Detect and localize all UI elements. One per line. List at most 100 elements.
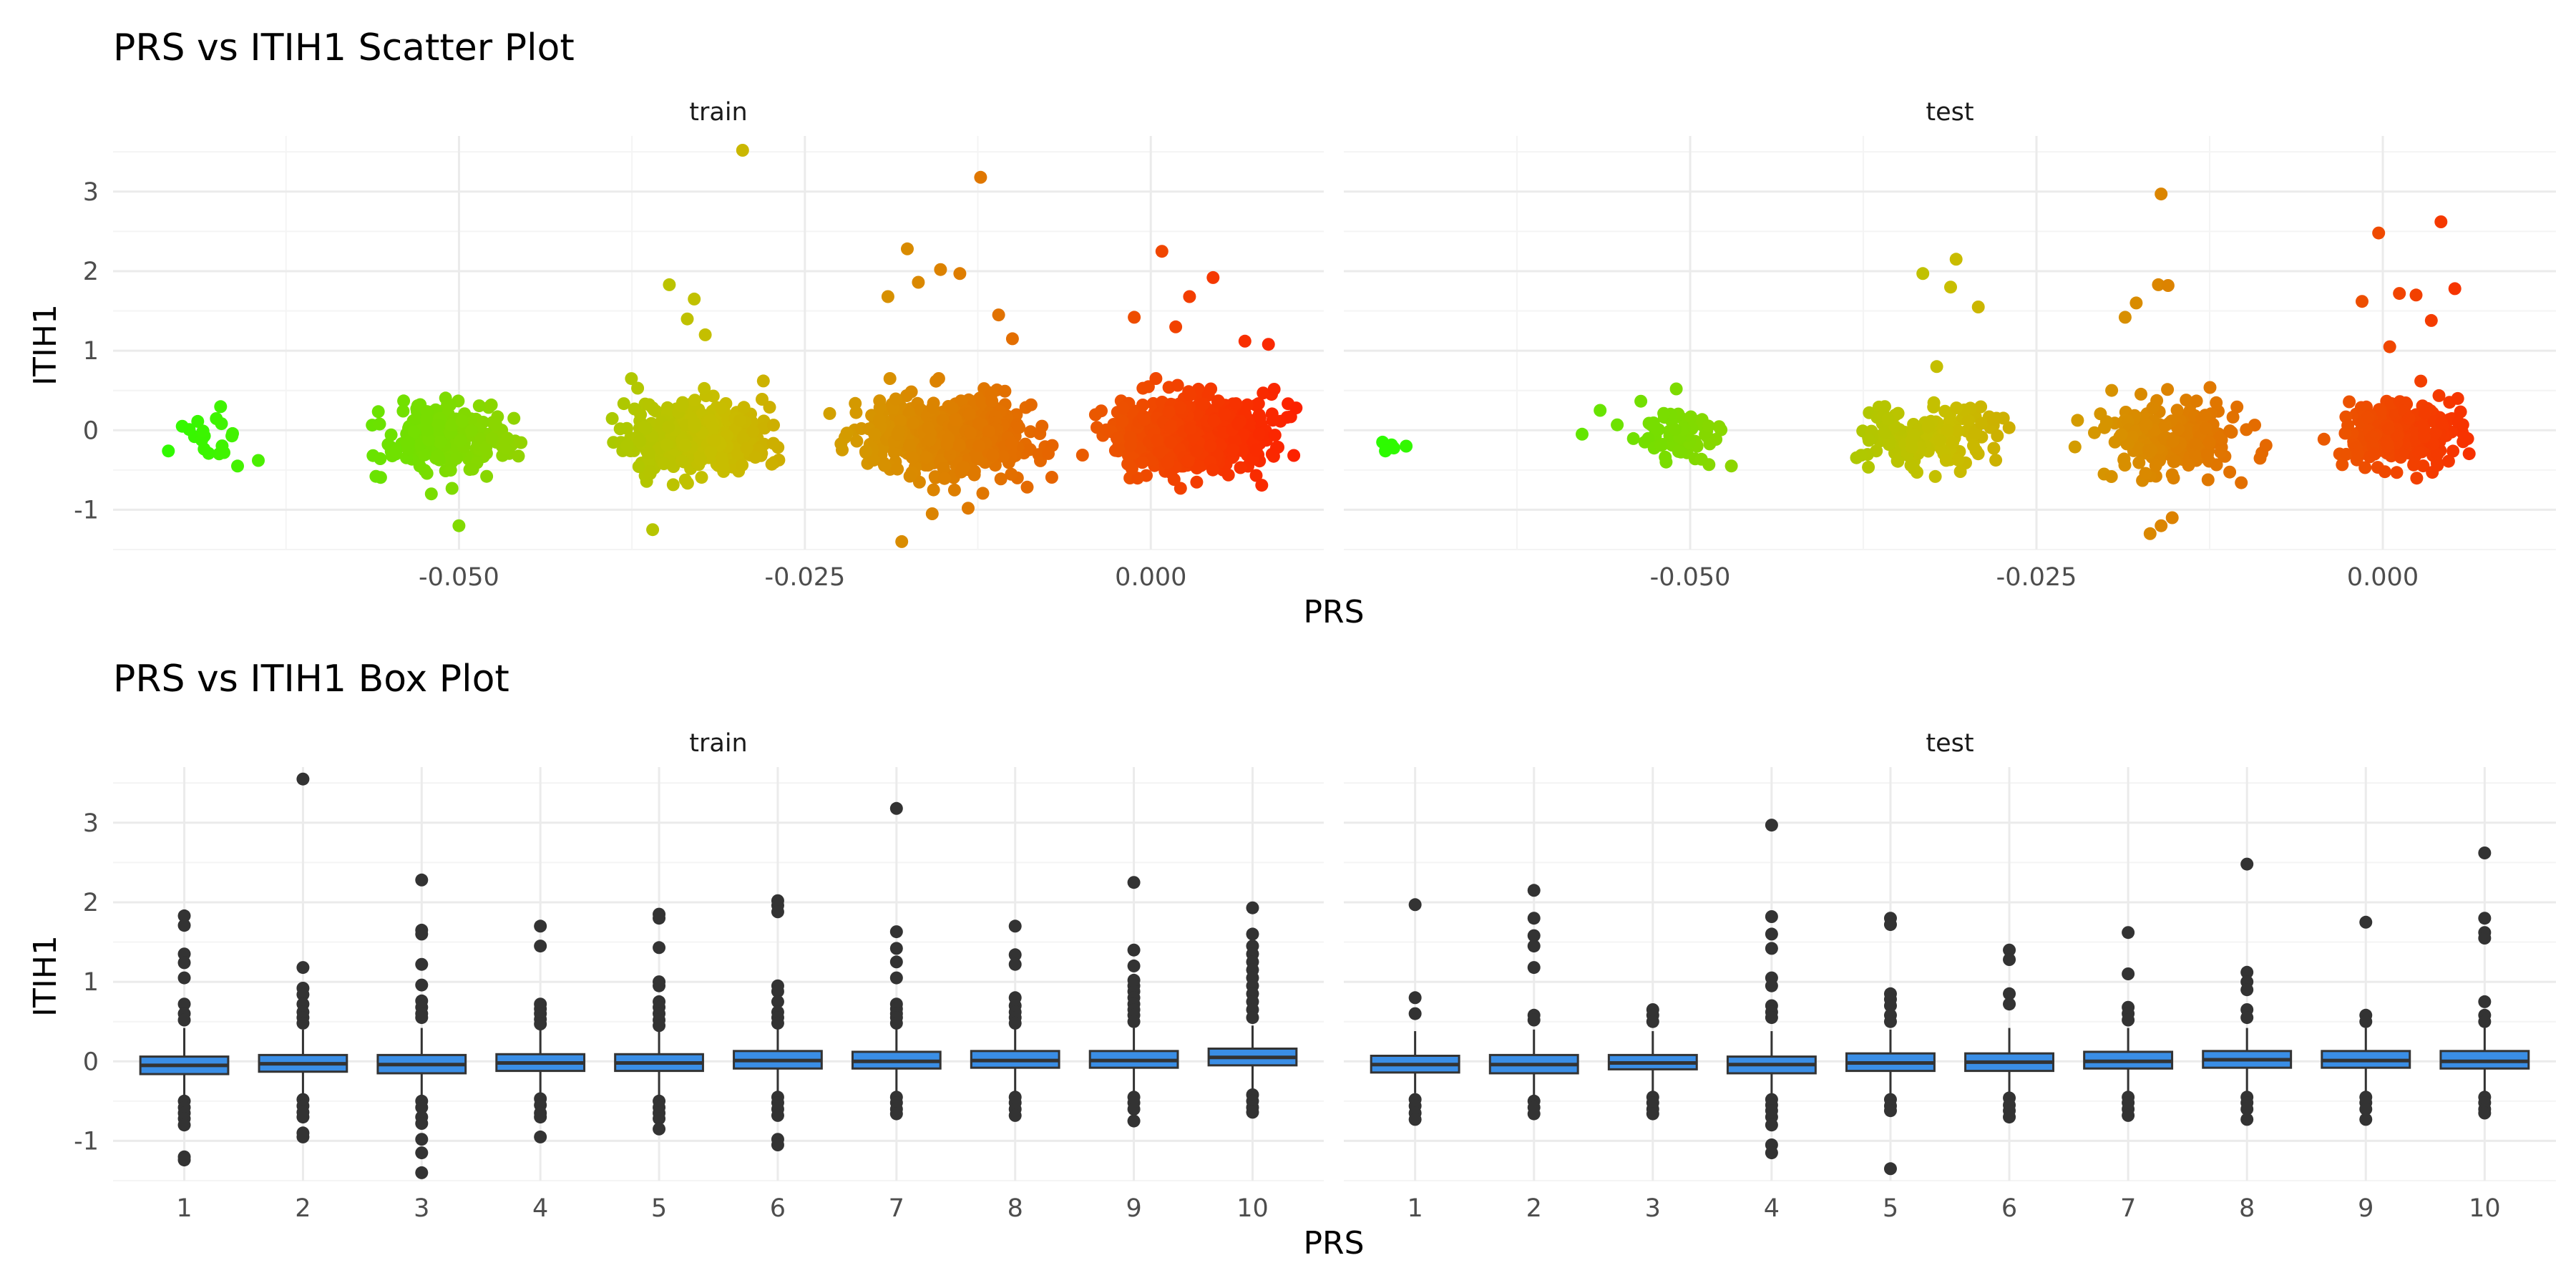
scatter-point (2105, 384, 2119, 397)
scatter-point (631, 381, 645, 395)
scatter-point (766, 436, 780, 450)
scatter-point (996, 449, 1010, 463)
scatter-point (1944, 280, 1957, 294)
scatter-point (1939, 454, 1953, 467)
scatter-point (1035, 419, 1049, 433)
scatter-point (1005, 332, 1019, 346)
scatter-point (514, 436, 528, 449)
scatter-point (620, 439, 634, 452)
box-outlier (771, 1138, 784, 1151)
scatter-point (1141, 380, 1155, 394)
box-outlier (177, 919, 191, 932)
box-outlier (177, 909, 191, 922)
scatter-point (484, 398, 498, 411)
scatter-point (1987, 441, 2001, 455)
scatter-x-tick-label: -0.025 (1996, 563, 2077, 592)
scatter-point (1234, 461, 1247, 474)
scatter-point (1153, 445, 1166, 459)
scatter-point (2451, 416, 2465, 429)
box-strip-test: test (1926, 729, 1974, 758)
scatter-point (736, 144, 749, 157)
scatter-point (625, 372, 638, 386)
box-outlier (296, 961, 310, 975)
scatter-point (1266, 414, 1279, 427)
scatter-point (1669, 382, 1683, 396)
scatter-x-ticks-train: -0.050 -0.025 0.000 (419, 563, 1186, 592)
scatter-point (891, 462, 904, 476)
scatter-point (756, 374, 770, 388)
box-y-axis-title: ITIH1 (27, 935, 64, 1017)
scatter-point (1042, 447, 1055, 460)
scatter-point (1131, 472, 1144, 485)
scatter-point (921, 421, 935, 434)
scatter-point (982, 424, 995, 438)
scatter-point (934, 263, 947, 276)
scatter-point (2139, 467, 2152, 480)
box-outlier (2122, 1013, 2135, 1027)
scatter-point (1206, 270, 1220, 284)
scatter-point (2368, 447, 2381, 461)
box-x-tick-label: 2 (295, 1194, 311, 1223)
scatter-point (1594, 404, 1607, 417)
scatter-point (2235, 476, 2248, 489)
scatter-point (1904, 459, 1918, 472)
scatter-point (2149, 459, 2162, 472)
scatter-panel-test (1344, 136, 2556, 550)
scatter-point (957, 460, 970, 474)
scatter-point (733, 414, 746, 427)
scatter-point (1032, 448, 1045, 462)
scatter-point (1218, 408, 1231, 421)
scatter-point (1907, 428, 1921, 441)
scatter-point (2434, 215, 2448, 228)
box-section: PRS vs ITIH1 Box Plot train test -10123 … (27, 658, 2556, 1262)
box-outlier (534, 1018, 547, 1030)
scatter-point (974, 170, 987, 184)
box-outlier (2122, 967, 2135, 980)
scatter-y-tick-label: 0 (83, 416, 99, 445)
box-y-tick-label: 1 (83, 968, 99, 997)
scatter-point (1196, 397, 1210, 411)
box-outlier (1127, 876, 1141, 889)
scatter-y-tick-label: -1 (74, 496, 99, 525)
scatter-title: PRS vs ITIH1 Scatter Plot (113, 26, 575, 69)
scatter-point (1862, 460, 1875, 474)
scatter-x-tick-label: -0.025 (764, 563, 845, 592)
scatter-point (904, 385, 918, 399)
scatter-point (1626, 431, 1640, 445)
box-outlier (2122, 1108, 2135, 1122)
scatter-point (1916, 267, 1930, 280)
scatter-point (962, 502, 975, 515)
scatter-point (407, 425, 421, 439)
scatter-point (657, 457, 670, 471)
box-outlier (2359, 1103, 2373, 1116)
scatter-point (2418, 406, 2431, 420)
scatter-point (746, 425, 760, 438)
scatter-point (1962, 414, 1975, 427)
box-outlier (771, 995, 784, 1008)
scatter-point (2441, 454, 2455, 468)
scatter-point (1953, 465, 1967, 478)
scatter-point (895, 535, 909, 548)
scatter-point (949, 414, 962, 427)
scatter-point (1991, 429, 2004, 442)
scatter-point (717, 464, 731, 478)
box-outlier (1765, 819, 1778, 832)
box-outlier (2478, 1015, 2492, 1028)
box-x-tick-label: 6 (770, 1194, 786, 1223)
scatter-point (2161, 279, 2175, 292)
scatter-panel-train (113, 136, 1324, 550)
scatter-point (998, 384, 1012, 398)
scatter-point (2454, 405, 2467, 419)
scatter-point (2199, 421, 2212, 435)
scatter-x-ticks-test: -0.050 -0.025 0.000 (1650, 563, 2419, 592)
scatter-point (1151, 434, 1164, 447)
scatter-point (2407, 457, 2421, 471)
box-outlier (1246, 1106, 1259, 1119)
scatter-point (1949, 253, 1963, 266)
box-outlier (889, 942, 903, 955)
scatter-point (937, 472, 951, 485)
scatter-point (2152, 278, 2165, 291)
scatter-point (2104, 470, 2118, 483)
